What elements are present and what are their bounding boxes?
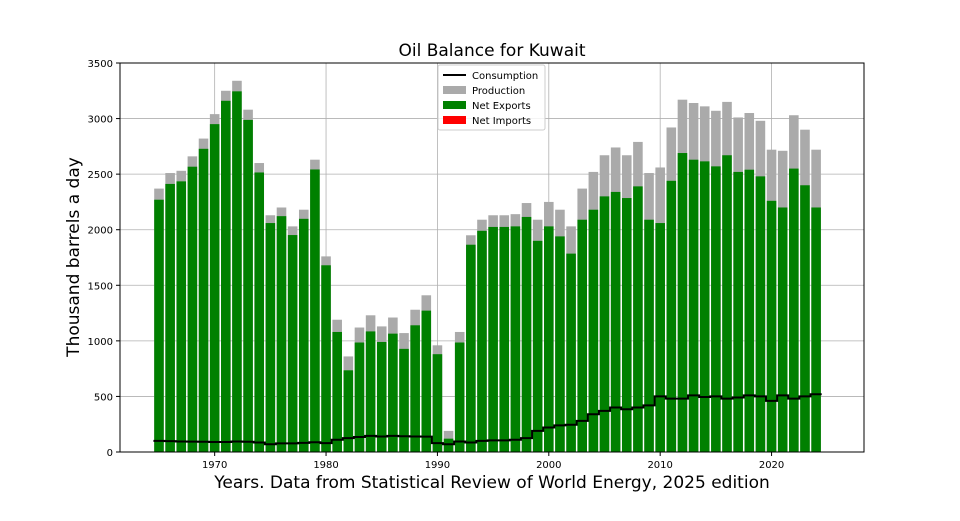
x-tick-label: 1980 xyxy=(313,460,338,471)
legend-box xyxy=(437,64,546,131)
net-exports-bar xyxy=(354,342,365,452)
y-tick-label: 3500 xyxy=(88,59,113,70)
net-exports-bar xyxy=(755,176,766,452)
net-exports-bar xyxy=(566,253,576,452)
net-exports-bar xyxy=(532,240,543,452)
legend-swatch-production xyxy=(443,86,466,94)
net-exports-bar xyxy=(789,168,799,453)
y-tick-label: 2000 xyxy=(88,226,113,237)
net-exports-bar xyxy=(599,196,610,452)
net-exports-bar xyxy=(365,331,376,452)
chart-title: Oil Balance for Kuwait xyxy=(399,41,586,61)
net-exports-bar xyxy=(644,219,654,452)
net-exports-bar xyxy=(722,155,732,452)
net-exports-bar xyxy=(176,181,187,453)
legend-swatch-net-imports xyxy=(443,116,466,124)
x-tick-label: 1970 xyxy=(202,460,227,471)
net-exports-bar xyxy=(265,223,276,452)
consumption-line xyxy=(153,393,822,446)
net-exports-bar xyxy=(677,153,688,453)
net-exports-bar xyxy=(655,223,665,452)
net-exports-bar xyxy=(800,185,810,452)
net-exports-bar xyxy=(633,186,643,452)
net-exports-bar xyxy=(577,219,588,452)
net-exports-bar xyxy=(221,100,231,452)
net-exports-bar xyxy=(232,91,242,452)
net-exports-bar xyxy=(555,236,565,452)
net-exports-bar xyxy=(510,226,521,452)
net-exports-bar xyxy=(388,333,398,452)
net-exports-bar xyxy=(544,226,554,452)
net-exports-bar xyxy=(298,218,309,452)
net-exports-bar xyxy=(666,180,677,452)
net-exports-bar xyxy=(811,207,821,452)
y-tick-label: 3000 xyxy=(88,115,113,126)
y-tick-label: 2500 xyxy=(88,170,113,181)
net-exports-bar xyxy=(287,235,298,452)
net-exports-bar xyxy=(521,216,532,452)
net-exports-bar xyxy=(154,199,164,452)
consumption-line-group xyxy=(153,393,822,446)
net-exports-bar xyxy=(254,172,265,452)
net-exports-bar xyxy=(421,310,432,452)
x-tick-label: 2010 xyxy=(647,460,672,471)
net-exports-bar xyxy=(399,348,409,452)
net-exports-bar xyxy=(766,200,777,452)
net-exports-bar xyxy=(165,183,175,452)
net-exports-bar xyxy=(699,161,710,452)
net-exports-bar xyxy=(488,226,498,452)
net-exports-bar xyxy=(688,159,699,453)
net-exports-bar xyxy=(343,370,354,452)
net-exports-bar xyxy=(443,438,454,452)
net-exports-bar xyxy=(588,209,599,452)
bars xyxy=(154,80,821,453)
net-exports-bar xyxy=(621,198,632,452)
net-exports-bar xyxy=(198,148,209,452)
legend: Consumption Production Net Exports Net I… xyxy=(437,64,546,131)
x-axis-label: Years. Data from Statistical Review of W… xyxy=(213,473,770,493)
net-exports-bar xyxy=(209,124,220,452)
y-tick-label: 500 xyxy=(94,392,113,403)
net-exports-bar xyxy=(454,342,465,452)
net-exports-bar xyxy=(332,331,342,452)
net-exports-bar xyxy=(477,230,487,452)
legend-label-net-exports: Net Exports xyxy=(472,101,531,112)
y-tick-label: 1000 xyxy=(88,337,113,348)
net-exports-bar xyxy=(711,166,721,452)
x-tick-label: 1990 xyxy=(425,460,450,471)
y-axis-label: Thousand barrels a day xyxy=(64,157,84,358)
net-exports-bar xyxy=(376,341,387,452)
net-exports-bar xyxy=(276,216,287,452)
net-exports-bar xyxy=(744,169,755,452)
net-exports-bar xyxy=(410,325,420,452)
net-exports-bar xyxy=(610,191,621,452)
legend-label-net-imports: Net Imports xyxy=(472,116,531,127)
net-exports-bar xyxy=(321,265,331,452)
legend-label-consumption: Consumption xyxy=(472,71,538,82)
net-exports-bar xyxy=(243,119,253,452)
plot-frame xyxy=(119,62,865,453)
net-exports-bar xyxy=(777,207,788,452)
x-tick-label: 2000 xyxy=(536,460,561,471)
net-exports-bar xyxy=(499,226,510,452)
y-tick-label: 0 xyxy=(107,448,113,459)
x-tick-label: 2020 xyxy=(759,460,784,471)
net-exports-bar xyxy=(187,166,198,452)
y-tick-label: 1500 xyxy=(88,281,113,292)
net-exports-bar xyxy=(733,171,743,453)
net-exports-bar xyxy=(310,169,320,452)
net-exports-bar xyxy=(466,244,476,452)
ticks: 0 500 1000 1500 2000 2500 3000 3500 1970 1980 1990… xyxy=(88,59,785,471)
legend-label-production: Production xyxy=(472,86,525,97)
net-exports-bar xyxy=(432,354,443,452)
legend-swatch-net-exports xyxy=(443,101,466,109)
